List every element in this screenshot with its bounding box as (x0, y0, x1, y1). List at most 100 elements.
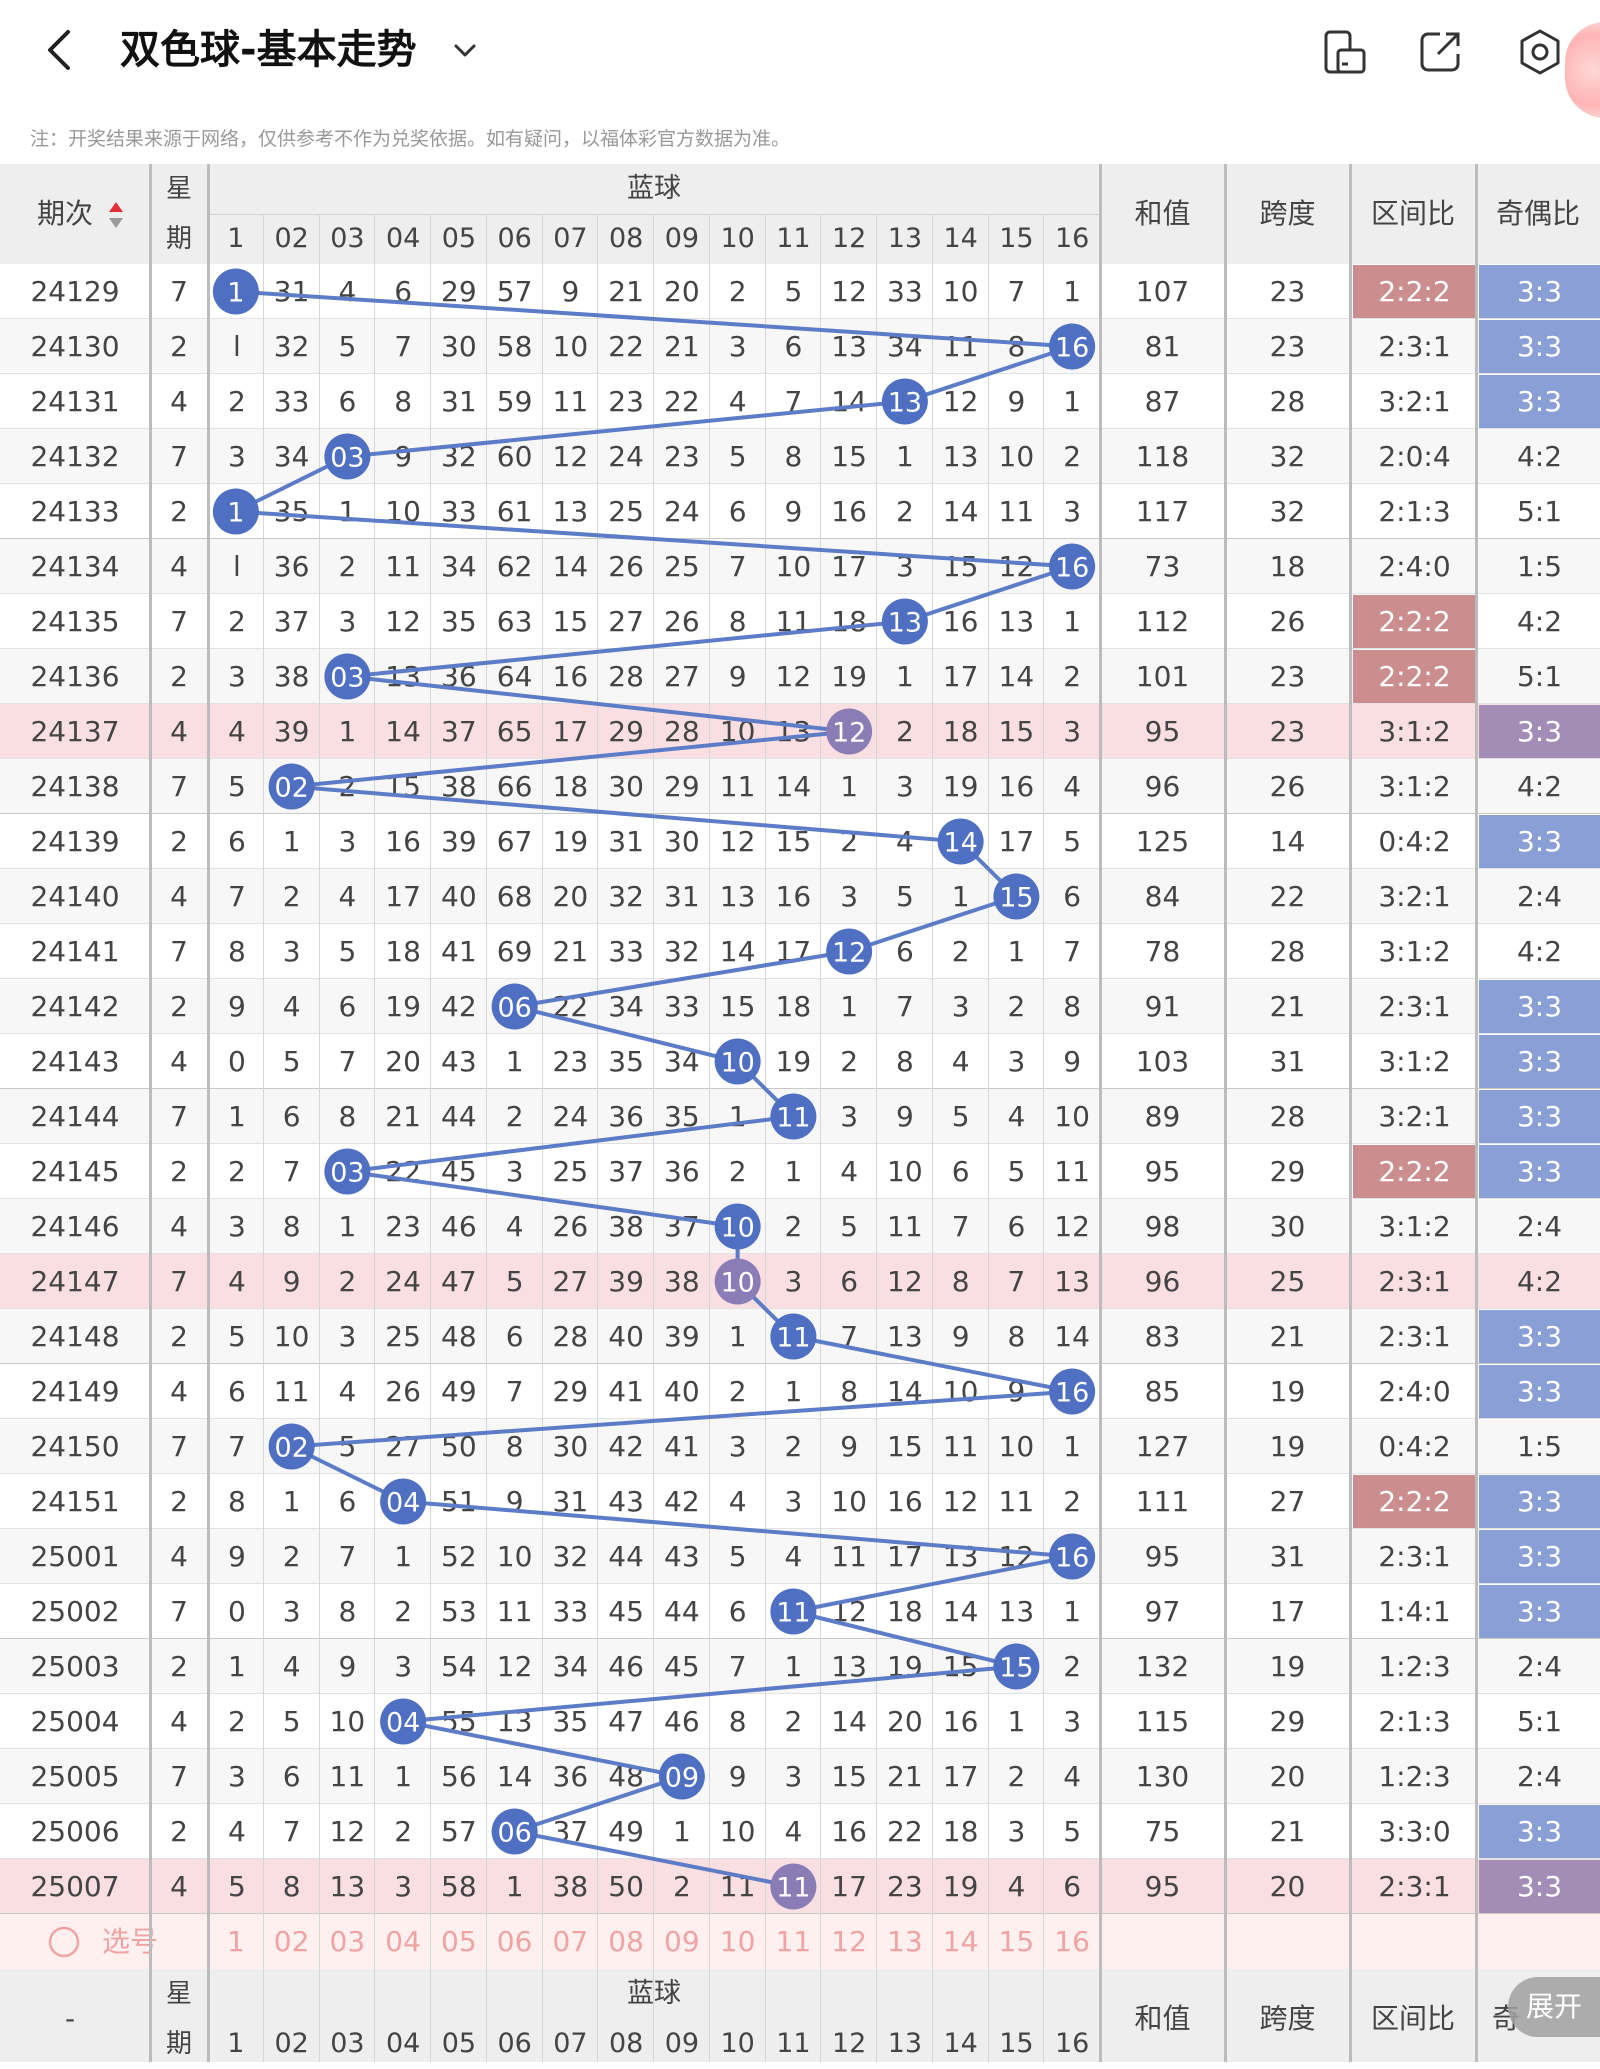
miss-count-cell: 2 (784, 1705, 803, 1738)
table-row[interactable]: 24139 2 6 1 3 16 39 67 19 31 30 12 15 2 4 14 17 5 125 14 0:4… (0, 814, 1600, 869)
parity-ratio-cell: 3:3 (1479, 1365, 1600, 1418)
miss-count-cell: 16 (831, 495, 867, 528)
miss-count-cell: 11 (719, 1870, 756, 1903)
table-row[interactable]: 25001 4 9 2 7 1 52 10 32 44 43 5 4 11 17 13 12 16 95 31 2:3:… (0, 1529, 1600, 1584)
table-row[interactable]: 25007 4 5 8 13 3 58 1 38 50 2 11 11 17 23 19 4 6 95 20 2:3:1… (0, 1859, 1600, 1914)
table-row[interactable]: 24147 7 4 9 2 24 47 5 27 39 38 10 3 6 12 8 7 13 96 25 2:3:1 4… (0, 1254, 1600, 1309)
select-number-button[interactable]: 07 (552, 1925, 589, 1958)
miss-count-cell: 16 (1054, 1375, 1090, 1408)
miss-count-cell: 41 (664, 1430, 700, 1463)
miss-count-cell: 5 (1063, 1815, 1082, 1848)
select-number-button[interactable]: 16 (1054, 1925, 1090, 1958)
select-number-button[interactable]: 13 (887, 1925, 923, 1958)
table-row[interactable]: 24145 2 2 7 03 22 45 3 25 37 36 2 1 4 10 6 5 11 95 29 2:2:2 3… (0, 1144, 1600, 1199)
table-row[interactable]: 24132 7 3 34 03 9 32 60 12 24 23 5 8 15 1 13 10 2 118 32 2:0… (0, 429, 1600, 484)
column-divider (597, 214, 599, 2062)
miss-count-cell: 3 (1007, 1815, 1026, 1848)
table-row[interactable]: 24131 4 2 33 6 8 31 59 11 23 22 4 7 14 13 12 9 1 87 28 3:2:1… (0, 374, 1600, 429)
table-row[interactable]: 24141 7 8 3 5 18 41 69 21 33 32 14 17 12 6 2 1 7 78 28 3:1:2… (0, 924, 1600, 979)
table-row[interactable]: 24137 4 4 39 1 14 37 65 17 29 28 10 13 12 2 18 15 3 95 23 3:… (0, 704, 1600, 759)
table-row[interactable]: 24146 4 3 8 1 23 46 4 26 38 37 10 2 5 11 7 6 12 98 30 3:1:2 2… (0, 1199, 1600, 1254)
select-number-button[interactable]: 09 (664, 1925, 700, 1958)
select-number-button[interactable]: 15 (998, 1925, 1035, 1958)
period-cell: 24140 (30, 880, 120, 913)
table-row[interactable]: 24142 2 9 4 6 19 42 06 22 34 33 15 18 1 7 3 2 8 91 21 2:3:1 3… (0, 979, 1600, 1034)
span-cell: 28 (1269, 935, 1306, 968)
phone-landscape-icon[interactable] (1318, 26, 1370, 78)
select-number-button[interactable]: 02 (273, 1925, 310, 1958)
miss-count-cell: 27 (664, 660, 700, 693)
span-cell: 20 (1269, 1870, 1306, 1903)
table-row[interactable]: 24144 7 1 6 8 21 44 2 24 36 35 1 11 3 9 5 4 10 89 28 3:2:1 3:… (0, 1089, 1600, 1144)
select-number-button[interactable]: 1 (226, 1925, 245, 1958)
settings-gear-icon[interactable] (1514, 26, 1566, 78)
miss-count-cell: 8 (1007, 1320, 1026, 1353)
table-row[interactable]: 25002 7 0 3 8 2 53 11 33 45 44 6 11 12 18 14 13 1 97 17 1:4:… (0, 1584, 1600, 1639)
table-row[interactable]: 24129 7 1 31 4 6 29 57 9 21 20 2 5 12 33 10 7 1 107 23 2:2:2… (0, 264, 1600, 319)
table-row[interactable]: 24134 4 l 36 2 11 34 62 14 26 25 7 10 17 3 15 12 16 73 18 2:… (0, 539, 1600, 594)
share-icon[interactable] (1414, 26, 1466, 78)
table-row[interactable]: 24150 7 7 02 5 27 50 8 30 42 41 3 2 9 15 11 10 1 127 19 0:4:… (0, 1419, 1600, 1474)
span-cell: 31 (1269, 1540, 1306, 1573)
select-number-button[interactable]: 03 (329, 1925, 366, 1958)
select-number-button[interactable]: 08 (608, 1925, 644, 1958)
expand-button[interactable]: 展开 (1508, 1977, 1600, 2037)
miss-count-cell: 03 (329, 1155, 366, 1188)
miss-count-cell: 29 (552, 1375, 589, 1408)
table-row[interactable]: 24140 4 7 2 4 17 40 68 20 32 31 13 16 3 5 1 15 6 84 22 3:2:1… (0, 869, 1600, 924)
table-row[interactable]: 25003 2 1 4 9 3 54 12 34 46 45 7 1 13 19 15 15 2 132 19 1:2:… (0, 1639, 1600, 1694)
mascot-avatar[interactable] (1565, 22, 1600, 118)
week-cell: 7 (170, 275, 188, 308)
miss-count-cell: 14 (942, 825, 979, 858)
header-blue-number: 03 (330, 223, 365, 254)
table-row[interactable]: 24138 7 5 02 2 15 38 66 18 30 29 11 14 1 3 19 16 4 96 26 3:1… (0, 759, 1600, 814)
period-cell: 24141 (30, 935, 120, 968)
miss-count-cell: 9 (895, 1100, 914, 1133)
table-row[interactable]: 24151 2 8 1 6 04 51 9 31 43 42 4 3 10 16 12 11 2 111 27 2:2:… (0, 1474, 1600, 1529)
miss-count-cell: 1 (784, 1155, 803, 1188)
miss-count-cell: 15 (831, 440, 867, 473)
table-row[interactable]: 24133 2 1 35 1 10 33 61 13 25 24 6 9 16 2 14 11 3 117 32 2:1… (0, 484, 1600, 539)
table-row[interactable]: 24143 4 0 5 7 20 43 1 23 35 34 10 19 2 8 4 3 9 103 31 3:1:2 3… (0, 1034, 1600, 1089)
miss-count-cell: 19 (831, 660, 867, 693)
page-title[interactable]: 双色球-基本走势 (120, 27, 417, 73)
chevron-down-icon[interactable] (450, 28, 480, 85)
miss-count-cell: 7 (840, 1320, 859, 1353)
table-row[interactable]: 24136 2 3 38 03 13 36 64 16 28 27 9 12 19 1 17 14 2 101 23 2… (0, 649, 1600, 704)
select-number-button[interactable]: 04 (385, 1925, 421, 1958)
select-number-button[interactable]: 14 (942, 1925, 979, 1958)
back-chevron-left-icon[interactable] (40, 22, 80, 78)
table-row[interactable]: 25005 7 3 6 11 1 56 14 36 48 09 9 3 15 21 17 2 4 130 20 1:2:… (0, 1749, 1600, 1804)
miss-count-cell: 17 (942, 660, 979, 693)
period-cell: 24145 (30, 1155, 120, 1188)
header-week-2: 期 (165, 224, 192, 254)
table-row[interactable]: 25006 2 4 7 12 2 57 06 37 49 1 10 4 16 22 18 3 5 75 21 3:3:0… (0, 1804, 1600, 1859)
table-row[interactable]: 25004 4 2 5 10 04 55 13 35 47 46 8 2 14 20 16 1 3 115 29 2:1… (0, 1694, 1600, 1749)
miss-count-cell: 8 (728, 605, 747, 638)
miss-count-cell: l (232, 550, 241, 583)
header-blue-number: 1 (227, 223, 245, 254)
sum-cell: 98 (1144, 1210, 1181, 1243)
table-row[interactable]: 24148 2 5 10 3 25 48 6 28 40 39 1 11 7 13 9 8 14 83 21 2:3:1… (0, 1309, 1600, 1364)
table-row[interactable]: 24149 4 6 11 4 26 49 7 29 41 40 2 1 8 14 10 9 16 85 19 2:4:0… (0, 1364, 1600, 1419)
miss-count-cell: 1 (394, 1540, 413, 1573)
table-row[interactable]: 24135 7 2 37 3 12 35 63 15 27 26 8 11 18 13 16 13 1 112 26 2… (0, 594, 1600, 649)
miss-count-cell: 37 (273, 605, 310, 638)
miss-count-cell: 3 (784, 1760, 803, 1793)
miss-count-cell: 13 (831, 1650, 867, 1683)
radio-circle-icon[interactable] (48, 1926, 80, 1958)
select-number-button[interactable]: 06 (496, 1925, 533, 1958)
select-number-button[interactable]: 12 (831, 1925, 867, 1958)
miss-count-cell: 11 (998, 495, 1035, 528)
select-number-button[interactable]: 11 (775, 1925, 812, 1958)
sum-cell: 85 (1144, 1375, 1181, 1408)
select-number-button[interactable]: 10 (719, 1925, 756, 1958)
sort-updown-icon[interactable] (108, 200, 124, 230)
table-row[interactable]: 24130 2 l 32 5 7 30 58 10 22 21 3 6 13 34 11 8 16 81 23 2:3:… (0, 319, 1600, 374)
miss-count-cell: 6 (338, 990, 357, 1023)
span-cell: 18 (1269, 550, 1306, 583)
select-number-button[interactable]: 05 (441, 1925, 477, 1958)
miss-count-cell: 12 (887, 1265, 923, 1298)
miss-count-cell: 1 (728, 1100, 747, 1133)
miss-count-cell: 22 (552, 990, 589, 1023)
